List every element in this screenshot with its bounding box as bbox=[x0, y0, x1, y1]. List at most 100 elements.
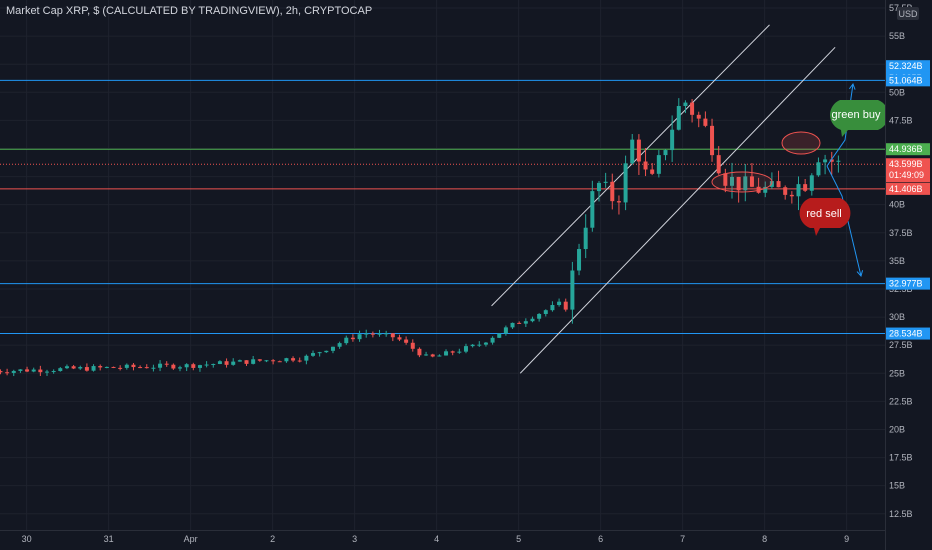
time-tick-label: 31 bbox=[104, 534, 114, 544]
time-tick-label: 8 bbox=[762, 534, 767, 544]
candle-body bbox=[477, 344, 482, 346]
sell-arrow[interactable] bbox=[826, 165, 862, 277]
time-tick-label: 7 bbox=[680, 534, 685, 544]
candle-body bbox=[251, 359, 256, 364]
candle-body bbox=[696, 114, 701, 119]
highlight-ellipse-top[interactable] bbox=[781, 131, 821, 155]
candle-body bbox=[763, 186, 768, 193]
price-tag[interactable] bbox=[886, 60, 930, 73]
price-tag[interactable] bbox=[886, 158, 930, 183]
candle-body bbox=[430, 354, 435, 357]
candle-body bbox=[257, 359, 262, 361]
candle-body bbox=[397, 337, 402, 340]
candle-body bbox=[583, 227, 588, 250]
candle-body bbox=[783, 187, 788, 195]
candle-body bbox=[596, 182, 601, 192]
candle-body bbox=[144, 367, 149, 369]
candle-body bbox=[317, 352, 322, 354]
candle-body bbox=[284, 358, 289, 362]
highlight-ellipse-bottom[interactable] bbox=[711, 171, 773, 193]
candle-body bbox=[264, 360, 269, 362]
candle-body bbox=[803, 184, 808, 191]
candle-body bbox=[444, 351, 449, 356]
candle-body bbox=[164, 363, 169, 365]
price-axis-background bbox=[885, 0, 932, 550]
candle-body bbox=[237, 360, 242, 362]
candle-body bbox=[789, 194, 794, 197]
candle-body bbox=[503, 327, 508, 334]
candle-body bbox=[138, 367, 143, 369]
buy-arrow-head bbox=[849, 82, 856, 90]
candle-body bbox=[64, 366, 69, 369]
buy-bubble[interactable] bbox=[830, 100, 889, 137]
candle-body bbox=[78, 367, 83, 369]
candle-body bbox=[470, 344, 475, 347]
candle-body bbox=[25, 369, 30, 372]
candle-body bbox=[517, 322, 522, 324]
time-axis[interactable]: 30 31 Apr 2 3 4 5 6 7 8 9 bbox=[0, 530, 885, 550]
price-tag-label: 44.936B bbox=[889, 144, 923, 154]
currency-label: USD bbox=[898, 9, 918, 19]
time-tick-label: 9 bbox=[844, 534, 849, 544]
candle-body bbox=[404, 339, 409, 343]
price-tick-label: 27.5B bbox=[889, 340, 913, 350]
channel-line[interactable] bbox=[491, 24, 770, 307]
candle-body bbox=[610, 181, 615, 202]
candle-body bbox=[749, 176, 754, 187]
candle-body bbox=[603, 181, 608, 183]
price-tick-label: 17.5B bbox=[889, 453, 913, 463]
candle-body bbox=[124, 364, 129, 368]
price-tag-label: 32.977B bbox=[889, 279, 923, 289]
price-tag[interactable] bbox=[886, 327, 930, 340]
time-tick-label: 2 bbox=[270, 534, 275, 544]
price-tag[interactable] bbox=[886, 143, 930, 156]
candle-body bbox=[337, 343, 342, 347]
candle-body bbox=[417, 348, 422, 356]
candle-body bbox=[330, 346, 335, 351]
candle-body bbox=[390, 333, 395, 338]
candle-body bbox=[384, 333, 389, 335]
candle-body bbox=[111, 366, 116, 368]
price-tick-label: 50B bbox=[889, 87, 905, 97]
currency-badge[interactable] bbox=[897, 7, 919, 20]
candle-body bbox=[656, 155, 661, 174]
price-axis[interactable]: 12.5B15B17.5B20B22.5B25B27.5B30B32.5B35B… bbox=[885, 0, 932, 550]
price-tick-label: 47.5B bbox=[889, 115, 913, 125]
candle-body bbox=[91, 366, 96, 371]
candle-body bbox=[151, 367, 156, 369]
price-tag[interactable] bbox=[886, 277, 930, 290]
candle-body bbox=[450, 351, 455, 353]
price-tag[interactable] bbox=[886, 182, 930, 195]
candle-body bbox=[510, 322, 515, 328]
time-tick-label: 5 bbox=[516, 534, 521, 544]
candle-body bbox=[18, 369, 23, 371]
candle-body bbox=[197, 365, 202, 368]
candle-body bbox=[676, 106, 681, 130]
candle-body bbox=[497, 333, 502, 338]
candle-body bbox=[424, 354, 429, 356]
buy-bubble-label: green buy bbox=[832, 109, 881, 121]
candles bbox=[0, 98, 841, 377]
candle-body bbox=[743, 176, 748, 191]
candle-body bbox=[297, 360, 302, 362]
price-tag[interactable] bbox=[886, 74, 930, 87]
candle-body bbox=[11, 370, 16, 373]
candle-body bbox=[377, 333, 382, 335]
candle-body bbox=[324, 350, 329, 353]
time-tick-label: 4 bbox=[434, 534, 439, 544]
price-tick-label: 20B bbox=[889, 424, 905, 434]
candle-body bbox=[104, 366, 109, 368]
sell-bubble[interactable] bbox=[799, 198, 851, 236]
time-tick-label: Apr bbox=[184, 534, 198, 544]
candle-body bbox=[158, 363, 163, 368]
price-tag-label: 28.534B bbox=[889, 329, 923, 339]
candle-body bbox=[829, 159, 834, 162]
price-tag-label: 43.599B bbox=[889, 159, 923, 169]
candle-body bbox=[550, 305, 555, 311]
candle-body bbox=[204, 364, 209, 366]
candle-body bbox=[350, 337, 355, 340]
drawings[interactable]: green buy red sell bbox=[711, 82, 889, 278]
price-tag-label: 52.324B bbox=[889, 61, 923, 71]
